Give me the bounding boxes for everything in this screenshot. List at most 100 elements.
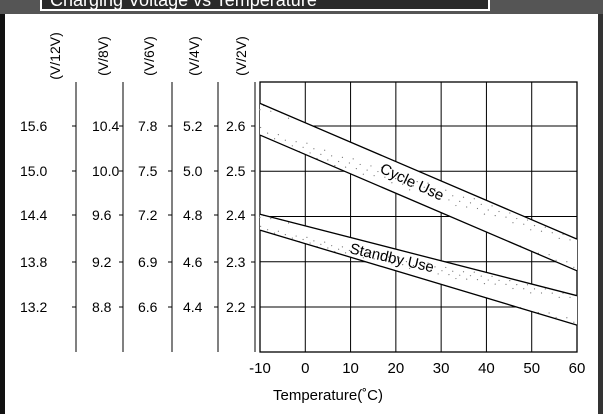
band-dot (441, 270, 443, 272)
band-dot (466, 278, 468, 280)
band-fill (260, 214, 577, 326)
band-dot (324, 241, 326, 243)
voltage-tick-label: 9.2 (92, 254, 112, 270)
band-dot (291, 237, 293, 239)
band-dot (548, 254, 550, 256)
header-title: Charging Voltage vs Temperature (40, 0, 490, 11)
band-lower-line (259, 229, 578, 326)
band-dot (445, 266, 447, 269)
band-dot (540, 230, 543, 232)
band-dot (284, 234, 286, 236)
band-dot (391, 263, 393, 265)
band-dot (558, 237, 560, 239)
band-dot (469, 202, 472, 204)
band-dot (267, 229, 269, 231)
voltage-tick-label: 2.6 (226, 118, 246, 134)
band-dot (370, 165, 372, 167)
band-dot (388, 256, 390, 258)
band-dot (483, 213, 486, 215)
band-dot (327, 159, 329, 161)
band-dot (395, 178, 397, 180)
voltage-tick-label: 6.6 (138, 299, 158, 315)
band-dot (509, 279, 511, 282)
band-dot (260, 225, 262, 227)
band-dot (441, 193, 443, 195)
band-dot (533, 288, 536, 290)
band-dot (259, 216, 261, 219)
band-dot (551, 292, 553, 294)
band-dot (338, 248, 340, 250)
band-dot (419, 268, 422, 270)
voltage-tick-label: 4.6 (183, 254, 203, 270)
x-axis-label: Temperature(˚C) (273, 387, 383, 404)
band-dot (287, 117, 290, 119)
left-border (0, 14, 5, 414)
x-tick-label: 50 (523, 360, 540, 377)
band-dot (523, 223, 525, 225)
band-dot (427, 262, 429, 264)
voltage-tick-label: 6.9 (138, 254, 158, 270)
band-dot (334, 165, 336, 167)
band-dot (455, 277, 457, 280)
band-upper-line (259, 213, 578, 297)
band-dot (313, 240, 315, 242)
band-dot (494, 214, 496, 217)
band-dot (344, 252, 347, 254)
band-dot (516, 284, 518, 286)
x-tick-label: 60 (569, 360, 586, 377)
band-dot (494, 283, 496, 285)
band-dot (555, 316, 557, 319)
band-dot (384, 259, 386, 261)
band-dot (402, 183, 404, 185)
band-dot (473, 198, 475, 200)
band-dot (569, 296, 571, 298)
voltage-tick-label: 8.8 (92, 299, 112, 315)
band-dot (416, 181, 418, 183)
x-tick-label: -10 (249, 360, 271, 377)
band-dot (526, 219, 529, 221)
band-dot (270, 218, 272, 220)
voltage-tick-label: 10.0 (92, 163, 119, 179)
band-dot (491, 275, 493, 277)
band-dot (309, 242, 311, 244)
x-tick-label: 30 (433, 360, 450, 377)
band-dot (462, 196, 465, 198)
voltage-tick-label: 15.0 (20, 163, 47, 179)
voltage-tick-label: 7.2 (138, 207, 158, 223)
voltage-tick-label: 2.3 (226, 254, 246, 270)
band-dot (324, 149, 326, 151)
band-dot (391, 182, 393, 184)
band-dot (566, 261, 568, 263)
band-dot (338, 160, 340, 163)
band-dot (359, 163, 361, 166)
band-dot (377, 170, 379, 173)
band-dot (260, 126, 262, 129)
band-dot (505, 283, 507, 286)
band-dot (273, 232, 276, 234)
band-dot (558, 296, 560, 298)
band-dot (427, 182, 429, 184)
band-dot (448, 199, 450, 201)
band-dot (423, 265, 425, 267)
voltage-tick-label: 13.8 (20, 254, 47, 270)
band-dot (273, 138, 276, 140)
voltage-axis-label: (V/2V) (233, 36, 249, 76)
x-tick-label: 40 (478, 360, 495, 377)
band-dot (287, 222, 290, 224)
header-bar: Charging Voltage vs Temperature (0, 0, 603, 14)
voltage-tick-label: 9.6 (92, 207, 112, 223)
band-dot (459, 274, 461, 276)
band-dot (359, 250, 361, 253)
band-dot (395, 260, 397, 262)
band-dot (344, 166, 347, 168)
band-dot (402, 264, 404, 266)
band-dot (409, 267, 411, 270)
band-dot (295, 235, 297, 237)
voltage-tick-label: 2.5 (226, 163, 246, 179)
band-dot (530, 229, 532, 231)
band-dot (512, 222, 514, 224)
band-dot (530, 292, 532, 294)
band-dot (309, 152, 311, 154)
voltage-tick-label: 2.4 (226, 207, 246, 223)
